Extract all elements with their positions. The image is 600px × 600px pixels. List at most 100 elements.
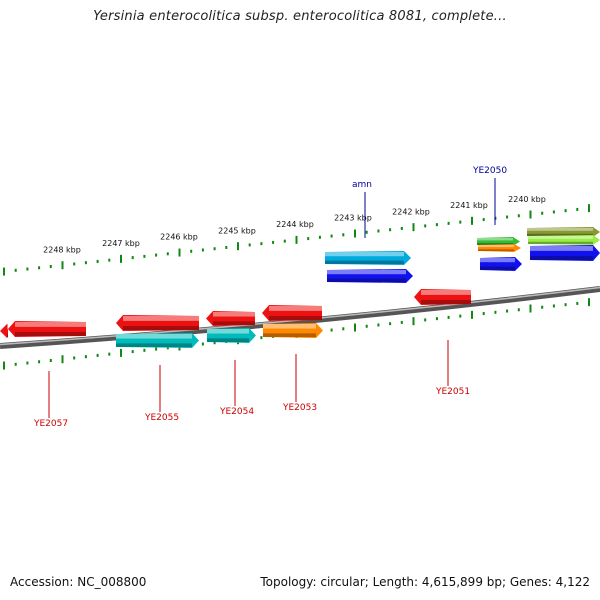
scale-major-tick: [354, 229, 356, 238]
scale-dot: [26, 267, 29, 271]
scale-dot: [564, 303, 567, 307]
gene-arrow[interactable]: [207, 328, 256, 343]
gene-label[interactable]: YE2054: [219, 407, 254, 417]
scale-dot: [213, 247, 216, 251]
scale-dot: [482, 312, 485, 316]
scale-major-tick: [529, 210, 532, 219]
gene-arrow[interactable]: [8, 321, 86, 337]
gene-arrow[interactable]: [327, 269, 413, 283]
scale-dot: [49, 264, 52, 268]
scale-dot: [166, 346, 169, 350]
scale-dot: [517, 308, 520, 312]
scale-dot: [213, 341, 216, 345]
scale-dot: [14, 362, 17, 366]
top-scale-dots: [3, 204, 590, 276]
scale-dot: [143, 348, 146, 352]
scale-major-tick: [178, 248, 181, 257]
genome-summary: Topology: circular; Length: 4,615,899 bp…: [260, 575, 590, 589]
scale-major-tick: [120, 348, 122, 357]
scale-dot: [38, 266, 41, 270]
gene-arrow[interactable]: [262, 305, 322, 321]
scale-dot: [14, 268, 17, 272]
gene-label[interactable]: YE2055: [144, 413, 179, 423]
scale-dot: [330, 234, 333, 238]
scale-dot: [506, 215, 509, 219]
gene-arrow[interactable]: [478, 244, 521, 252]
gene-arrow[interactable]: [477, 237, 520, 246]
scale-dot: [155, 253, 158, 257]
scale-dot: [365, 230, 368, 234]
scale-dot: [49, 358, 52, 362]
gene-arrow[interactable]: [480, 257, 522, 271]
scale-dot: [96, 353, 99, 357]
kbp-tick-label: 2242 kbp: [392, 207, 430, 216]
gene-arrow[interactable]: [528, 235, 600, 245]
scale-dot: [260, 336, 263, 340]
gene-arrow[interactable]: [414, 289, 471, 305]
gene-arrow[interactable]: [325, 251, 411, 265]
scale-dot: [225, 245, 228, 249]
scale-major-tick: [471, 216, 473, 225]
gene-arrow[interactable]: [530, 245, 600, 261]
gene-label[interactable]: amn: [352, 180, 372, 190]
gene-arrow[interactable]: [0, 324, 8, 338]
scale-dot: [84, 355, 87, 359]
scale-major-tick: [61, 261, 64, 270]
gene-label[interactable]: YE2051: [435, 387, 470, 397]
gene-arrow[interactable]: [116, 315, 199, 331]
scale-dot: [190, 249, 193, 253]
kbp-ticks: 2248 kbp 2247 kbp 2246 kbp 2245 kbp 2244 kbp…: [43, 195, 546, 254]
scale-dot: [73, 356, 76, 360]
scale-dot: [84, 261, 87, 265]
scale-dot: [248, 243, 251, 247]
gene-label[interactable]: YE2057: [33, 419, 68, 429]
scale-dot: [283, 239, 286, 243]
kbp-tick-label: 2241 kbp: [450, 201, 488, 210]
scale-major-tick: [588, 204, 590, 213]
gene-features[interactable]: [0, 227, 600, 348]
map-title: Yersinia enterocolitica subsp. enterocol…: [93, 9, 507, 24]
scale-dot: [435, 223, 438, 227]
kbp-tick-label: 2245 kbp: [218, 226, 256, 235]
scale-dot: [552, 210, 555, 214]
scale-dot: [377, 323, 380, 327]
scale-dot: [424, 224, 427, 228]
scale-dot: [143, 254, 146, 258]
scale-dot: [108, 258, 111, 262]
scale-major-tick: [412, 223, 415, 232]
bottom-scale-dots: [3, 298, 590, 370]
scale-dot: [447, 221, 450, 225]
scale-major-tick: [61, 355, 64, 364]
scale-dot: [517, 214, 520, 218]
scale-dot: [482, 218, 485, 222]
gene-label[interactable]: YE2050: [472, 166, 507, 176]
gene-arrow[interactable]: [527, 227, 600, 237]
scale-dot: [26, 361, 29, 365]
scale-dot: [318, 235, 321, 239]
scale-dot: [494, 310, 497, 314]
scale-dot: [400, 320, 403, 324]
scale-dot: [459, 314, 462, 318]
scale-dot: [564, 209, 567, 213]
gene-arrow[interactable]: [116, 333, 199, 348]
gene-arrow[interactable]: [206, 311, 255, 326]
scale-major-tick: [529, 304, 532, 313]
scale-dot: [131, 350, 134, 354]
gene-arrow[interactable]: [263, 323, 323, 338]
scale-major-tick: [295, 235, 298, 244]
scale-major-tick: [412, 317, 415, 326]
scale-major-tick: [471, 310, 473, 319]
scale-major-tick: [3, 267, 5, 276]
scale-dot: [541, 211, 544, 215]
accession-text: Accession: NC_008800: [10, 575, 147, 589]
scale-dot: [552, 304, 555, 308]
scale-dot: [307, 237, 310, 241]
gene-label[interactable]: YE2053: [282, 403, 317, 413]
scale-dot: [201, 342, 204, 346]
scale-major-tick: [120, 254, 122, 263]
scale-major-tick: [237, 242, 239, 251]
scale-dot: [38, 360, 41, 364]
scale-dot: [155, 347, 158, 351]
scale-dot: [424, 318, 427, 322]
